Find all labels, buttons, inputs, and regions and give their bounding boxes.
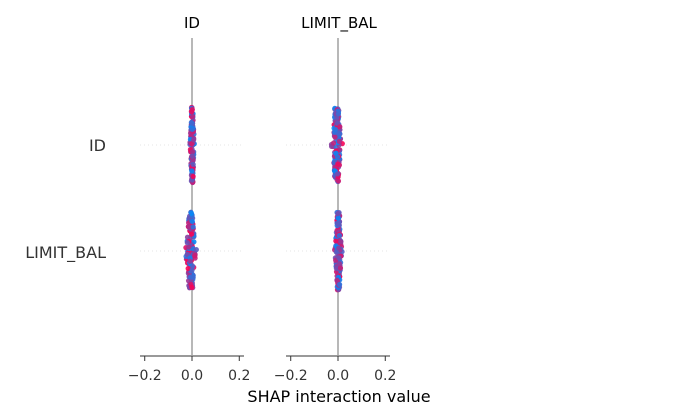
cell-id-limit-bal: [328, 105, 345, 185]
panel-title-id: ID: [184, 14, 200, 32]
data-point: [189, 153, 195, 159]
data-point: [335, 178, 342, 184]
data-point: [189, 267, 195, 273]
panel-title-limit-bal: LIMIT_BAL: [301, 14, 377, 33]
row-label-limit-bal: LIMIT_BAL: [25, 243, 106, 263]
data-point: [189, 141, 195, 147]
data-point: [186, 223, 192, 230]
data-point: [333, 249, 339, 255]
data-point: [335, 215, 341, 221]
data-point: [335, 211, 341, 217]
data-point: [189, 149, 196, 155]
data-point: [336, 255, 342, 261]
cell-id-id: [187, 104, 197, 186]
data-point: [188, 210, 194, 216]
data-point: [189, 231, 195, 237]
x-tick-label: 0.2: [374, 368, 396, 384]
x-axis-title: SHAP interaction value: [247, 387, 430, 406]
x-tick-label: 0.0: [327, 368, 349, 384]
data-point: [187, 274, 194, 280]
cell-limit-bal-id: [183, 209, 199, 291]
data-point: [184, 234, 191, 240]
data-point: [332, 126, 339, 132]
data-point: [184, 251, 190, 257]
data-point: [337, 281, 343, 288]
data-point: [335, 222, 342, 228]
data-point: [191, 137, 197, 143]
x-tick-label: 0.2: [228, 368, 250, 384]
data-point: [189, 218, 195, 225]
data-point: [336, 245, 342, 251]
panels: −0.2 0.0 0.2 −0.2 0.0 0.2: [128, 38, 396, 384]
data-point: [336, 130, 342, 136]
row-label-id: ID: [89, 136, 106, 155]
data-point: [335, 161, 341, 167]
data-point: [337, 124, 343, 130]
data-point: [189, 120, 195, 127]
data-point: [190, 224, 196, 230]
data-point: [334, 171, 341, 177]
data-point: [187, 258, 193, 264]
data-point: [189, 106, 195, 113]
data-point: [184, 240, 190, 246]
data-point: [186, 244, 192, 250]
data-point: [189, 263, 196, 269]
cell-limit-bal-limit-bal: [332, 209, 345, 293]
data-point: [333, 238, 339, 244]
data-point: [192, 252, 198, 258]
data-point: [338, 239, 344, 245]
data-point: [190, 173, 196, 180]
data-point: [193, 247, 199, 253]
x-tick-label: −0.2: [128, 368, 162, 384]
data-point: [336, 138, 342, 144]
data-point: [189, 284, 195, 290]
data-point: [335, 111, 342, 117]
x-tick-label: 0.0: [181, 368, 203, 384]
data-point: [189, 168, 195, 174]
data-point: [332, 134, 338, 140]
data-point: [190, 161, 196, 168]
data-point: [336, 232, 343, 239]
data-point: [189, 126, 195, 132]
data-point: [185, 265, 191, 272]
data-point: [334, 154, 341, 160]
data-point: [189, 114, 196, 120]
data-point: [337, 265, 344, 271]
data-point: [333, 265, 339, 271]
panel-id: −0.2 0.0 0.2: [128, 38, 250, 384]
x-tick-label: −0.2: [274, 368, 308, 384]
data-point: [331, 140, 337, 146]
